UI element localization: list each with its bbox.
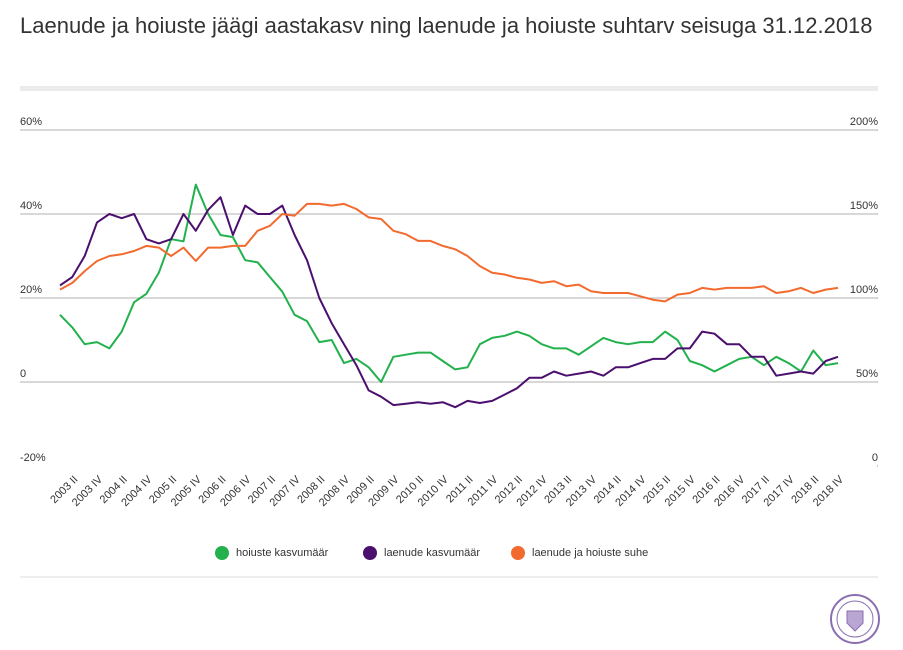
legend-item: laenude ja hoiuste suhe [511,546,648,560]
logo [830,594,880,644]
y-tick-label: 40% [20,200,42,212]
line-series [59,202,839,303]
legend-label: laenude kasvumäär [384,547,480,559]
title-rule [20,86,878,91]
legend-swatch [215,546,229,560]
legend-label: hoiuste kasvumäär [236,547,329,559]
y2-tick-label: 200% [850,116,878,128]
y2-tick-label: 50% [856,368,878,380]
y-tick-label: 60% [20,116,42,128]
line-series [59,183,839,383]
chart-title: Laenude ja hoiuste jäägi aastakasv ning … [20,13,873,38]
legend-item: hoiuste kasvumäär [215,546,329,560]
line-series [59,196,839,409]
y2-tick-label: 100% [850,284,878,296]
y-tick-label: 20% [20,284,42,296]
legend-item: laenude kasvumäär [363,546,480,560]
y-tick-label: -20% [20,452,46,464]
legend-swatch [511,546,525,560]
y2-tick-label: 150% [850,200,878,212]
y-tick-label: 0 [20,368,26,380]
legend-swatch [363,546,377,560]
y2-tick-label: 0 [872,452,878,464]
legend-label: laenude ja hoiuste suhe [532,547,648,559]
